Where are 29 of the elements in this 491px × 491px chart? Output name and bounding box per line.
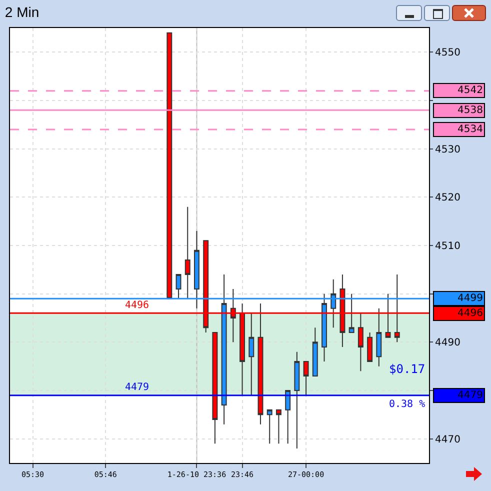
candlestick [248, 312, 254, 396]
candlestick [367, 332, 373, 362]
y-tick-label: 4490 [435, 338, 460, 349]
y-tick-label: 4470 [435, 434, 460, 446]
candlestick [376, 308, 382, 367]
ref-line-label: 4479 [458, 390, 483, 401]
y-tick-label: 4510 [435, 241, 460, 252]
chart-title: 2 Min [4, 4, 40, 20]
candlestick [266, 409, 272, 444]
candlestick [285, 390, 291, 444]
candlestick [276, 409, 282, 444]
y-tick-label: 4530 [435, 144, 460, 156]
candlestick [294, 351, 300, 449]
ref-line-label: 4499 [458, 293, 483, 304]
candlestick [303, 361, 309, 396]
y-tick-label: 4550 [435, 48, 460, 59]
ref-line-label: 4496 [458, 308, 483, 319]
candlestick [312, 327, 318, 376]
y-tick-label: 4520 [435, 192, 460, 204]
ref-line-label: 4534 [458, 124, 483, 135]
ref-line-label: 4542 [458, 85, 483, 96]
annotation: 0.38 % [389, 399, 426, 410]
candlestick [184, 206, 190, 300]
annotation: $0.17 [389, 362, 426, 376]
ref-line-label: 4538 [458, 105, 483, 116]
candlestick [166, 32, 172, 300]
annotation: 4496 [125, 300, 150, 311]
candlestick [212, 332, 218, 444]
annotation: 4479 [125, 382, 150, 393]
